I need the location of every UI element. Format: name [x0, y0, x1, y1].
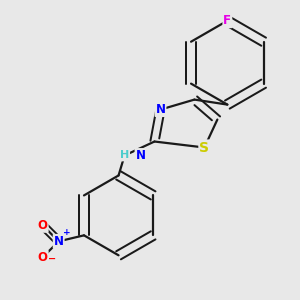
Text: O: O [38, 219, 48, 232]
Text: +: + [63, 228, 70, 237]
Text: S: S [200, 140, 209, 154]
Text: N: N [155, 103, 166, 116]
Text: N: N [136, 149, 146, 162]
Text: O: O [38, 251, 48, 264]
Text: −: − [48, 254, 56, 264]
Text: F: F [224, 14, 231, 27]
Text: N: N [54, 235, 64, 248]
Text: H: H [120, 151, 129, 160]
